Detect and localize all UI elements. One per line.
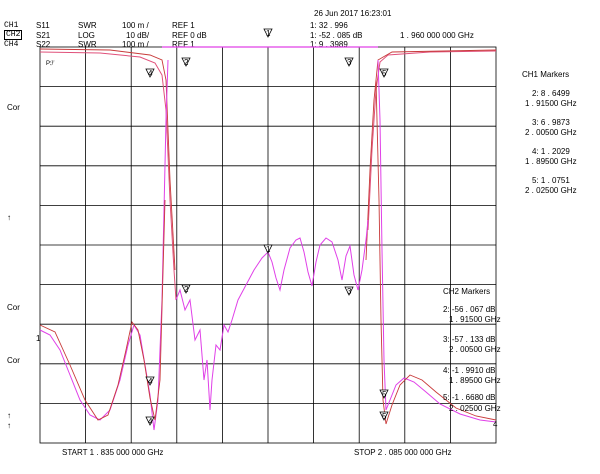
- ch4-trace-right: [365, 49, 497, 261]
- ch1-marker3-value: 3: 6 . 9873: [532, 118, 570, 127]
- ch1-trace-right: [367, 50, 497, 231]
- ch2-ref: REF 0 dB: [172, 31, 207, 40]
- graticule: [39, 46, 497, 444]
- ch2-marker3-value: 3: -57 . 133 dB: [443, 335, 496, 344]
- ch2-marker2-value: 2: -56 . 067 dB: [443, 305, 496, 314]
- marker-3-top-label: 3: [347, 58, 352, 67]
- ch1-scale: 100 m /: [122, 21, 149, 30]
- ch1-trace-left: [39, 51, 177, 301]
- ch1-marker5-freq: 2 . 02500 GHz: [525, 186, 577, 195]
- ch1-ref: REF 1: [172, 21, 195, 30]
- marker-2-top-label: 2: [184, 58, 189, 67]
- readout-frequency: 1 . 960 000 000 GHz: [400, 31, 474, 40]
- ch2-scale: 10 dB/: [126, 31, 150, 40]
- marker-5-trace-label: 5: [382, 390, 387, 399]
- ch2-trace-lower-left: [39, 59, 169, 431]
- readout-line3: 1: 9 . 3989: [310, 40, 348, 49]
- marker-1-top-label: 1: [266, 29, 271, 38]
- ch1-channel-label[interactable]: CH1: [4, 21, 19, 30]
- ch2-marker4-freq: 1 . 89500 GHz: [449, 376, 501, 385]
- marker-3-trace-label: 3: [347, 287, 352, 296]
- ch2-channel-label[interactable]: CH2: [4, 30, 23, 40]
- marker-4-bottom-label: 4: [148, 417, 153, 426]
- ch1-marker2-value: 2: 8 . 6499: [532, 89, 570, 98]
- ch4-ref: REF 1: [172, 40, 195, 49]
- ch1-marker3-freq: 2 . 00500 GHz: [525, 128, 577, 137]
- stop-frequency: STOP 2 . 085 000 000 GHz: [354, 448, 452, 457]
- marker-4-right-edge-label: 4: [493, 420, 498, 429]
- ch4-channel-label[interactable]: CH4: [4, 40, 19, 49]
- start-frequency: START 1 . 835 000 000 GHz: [62, 448, 164, 457]
- marker-4-trace-triangle: [145, 376, 155, 386]
- pf-indicator: Pℱ: [46, 61, 55, 67]
- ch2-markers-title: CH2 Markers: [443, 287, 491, 296]
- ch4-trace-left: [39, 48, 176, 271]
- marker-5-top-triangle: [379, 68, 389, 78]
- ch1-param: S11: [36, 21, 50, 30]
- ch4-scale: 100 m /: [122, 40, 149, 49]
- side-label-cor-1: Cor: [7, 103, 20, 112]
- side-label-arrow-3: ↑: [7, 421, 11, 430]
- side-label-arrow-1: ↑: [7, 213, 11, 222]
- ch2-trace-lower-right: [377, 59, 497, 423]
- marker-1-trace-triangle: [263, 244, 273, 254]
- marker-4-bottom-triangle: [145, 416, 155, 426]
- readout-line2: 1: -52 . 085 dB: [310, 31, 363, 40]
- marker-5-top-label: 5: [382, 69, 387, 78]
- marker-5-bottom-triangle: [379, 411, 389, 421]
- ch1-marker2-freq: 1 . 91500 GHz: [525, 99, 577, 108]
- marker-2-trace-label: 2: [184, 285, 189, 294]
- marker-3-trace-triangle: [344, 286, 354, 296]
- readout-line1: 1: 32 . 996: [310, 21, 348, 30]
- reference-position-mark: 1: [36, 334, 41, 343]
- ch2-trace-stopband: [175, 219, 369, 411]
- ch1-markers-title: CH1 Markers: [522, 70, 570, 79]
- ch1-marker4-value: 4: 1 . 2029: [532, 147, 570, 156]
- marker-2-top-triangle: [181, 57, 191, 67]
- ch4-param: S22: [36, 40, 51, 49]
- side-label-arrow-2: ↑: [7, 411, 11, 420]
- ch4-trace-lower-left: [39, 199, 166, 421]
- datetime: 26 Jun 2017 16:23:01: [314, 9, 392, 18]
- ch1-marker5-value: 5: 1 . 0751: [532, 176, 570, 185]
- ch2-marker5-freq: 2 . 02500 GHz: [449, 404, 501, 413]
- ch1-format: SWR: [78, 21, 97, 30]
- marker-2-trace-triangle: [181, 284, 191, 294]
- ch2-marker5-value: 5: -1 . 6680 dB: [443, 393, 496, 402]
- marker-4-trace-label: 4: [148, 377, 153, 386]
- marker-3-top-triangle: [344, 57, 354, 67]
- ch1-marker4-freq: 1 . 89500 GHz: [525, 157, 577, 166]
- ch4-format: SWR: [78, 40, 97, 49]
- marker-4-top-triangle: [145, 68, 155, 78]
- ch4-trace-lower-right: [375, 79, 497, 425]
- side-label-cor-2: Cor: [7, 303, 20, 312]
- ch2-marker3-freq: 2 . 00500 GHz: [449, 345, 501, 354]
- side-label-cor-3: Cor: [7, 356, 20, 365]
- marker-1-trace-label: 1: [266, 245, 271, 254]
- marker-5-trace-triangle: [379, 389, 389, 399]
- marker-5-bottom-label: 5: [382, 412, 387, 421]
- ch2-marker2-freq: 1 . 91500 GHz: [449, 315, 501, 324]
- marker-1-top-triangle: [263, 28, 273, 38]
- ch2-marker4-value: 4: -1 . 9910 dB: [443, 366, 496, 375]
- ch2-param: S21: [36, 31, 51, 40]
- marker-4-top-label: 4: [148, 69, 153, 78]
- ch2-format: LOG: [78, 31, 95, 40]
